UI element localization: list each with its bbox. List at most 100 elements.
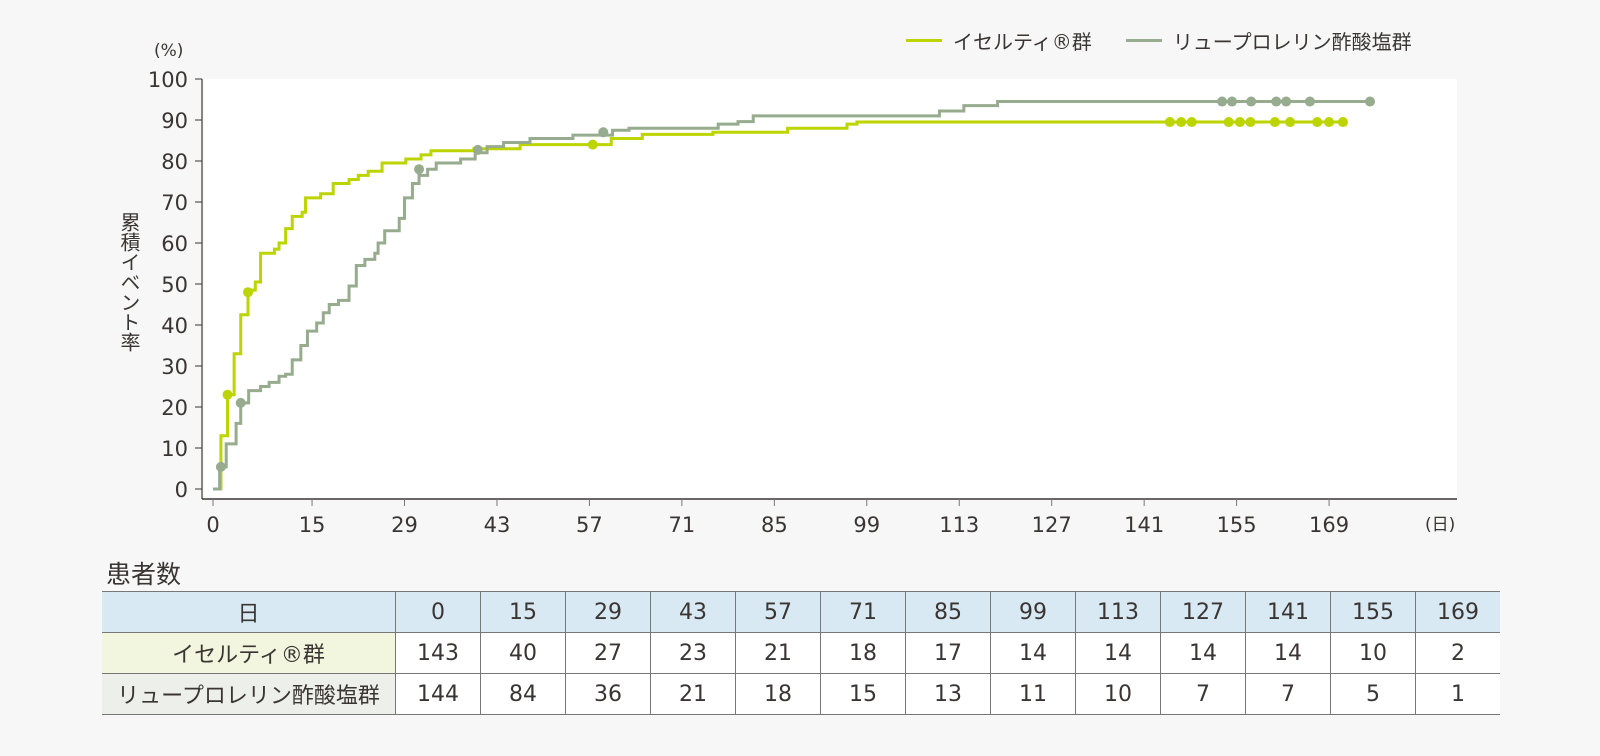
legend-item-leuprorelin: リュープロレリン酢酸塩群 <box>1125 26 1412 55</box>
censor-marker <box>587 139 598 150</box>
table-cell: 14 <box>1075 632 1161 674</box>
censor-marker <box>235 397 246 408</box>
x-tick-label: 155 <box>1217 513 1257 537</box>
x-unit-label: (日) <box>1425 515 1455 535</box>
table-cell: 13 <box>905 673 991 715</box>
censor-marker <box>1245 117 1256 128</box>
y-tick-label: 0 <box>175 478 188 502</box>
header-day-cell: 127 <box>1160 591 1246 633</box>
table-cell: 21 <box>735 632 821 674</box>
table-cell: 15 <box>820 673 906 715</box>
table-cell: 5 <box>1330 673 1416 715</box>
y-unit-label: (%) <box>154 41 183 61</box>
x-tick-label: 141 <box>1124 513 1164 537</box>
table-cell: 14 <box>990 632 1076 674</box>
y-tick-label: 10 <box>161 437 188 461</box>
table-cell: 14 <box>1160 632 1246 674</box>
header-day-cell: 15 <box>480 591 566 633</box>
x-tick-label: 43 <box>484 513 511 537</box>
table-cell: 84 <box>480 673 566 715</box>
censor-marker <box>222 389 233 400</box>
table-cell: 7 <box>1245 673 1331 715</box>
plot-area <box>204 79 1457 499</box>
km-chart: 0 10 20 30 40 50 60 70 80 90 100 0 15 29 43 57 71 85 99 113… <box>148 41 1457 537</box>
header-day-cell: 113 <box>1075 591 1161 633</box>
censor-marker <box>1304 96 1315 107</box>
table-header-row: 日 0 15 29 43 57 71 85 99 113 127 141 155… <box>102 591 1500 633</box>
x-tick-label: 127 <box>1032 513 1072 537</box>
legend-label-iseruti: イセルティ®群 <box>953 30 1092 54</box>
x-tick-label: 0 <box>206 513 219 537</box>
header-day-cell: 141 <box>1245 591 1331 633</box>
x-tick-label: 113 <box>939 513 979 537</box>
x-tick-label: 71 <box>669 513 696 537</box>
table-row-iseruti: イセルティ®群 143 40 27 23 21 18 17 14 14 14 1… <box>102 632 1500 674</box>
patients-at-risk-table: 日 0 15 29 43 57 71 85 99 113 127 141 155… <box>102 591 1500 715</box>
table-cell: 1 <box>1415 673 1500 715</box>
series-lines <box>213 96 1376 491</box>
row-label: イセルティ®群 <box>102 632 396 674</box>
patients-table-title: 患者数 <box>106 560 182 589</box>
censor-marker <box>243 287 254 298</box>
censor-marker <box>1269 117 1280 128</box>
table-cell: 23 <box>650 632 736 674</box>
censor-marker <box>598 127 609 138</box>
header-day-cell: 29 <box>565 591 651 633</box>
series-line-leuprorelin <box>213 100 1371 491</box>
y-tick-label: 30 <box>161 355 188 379</box>
legend-swatch-iseruti <box>906 39 942 42</box>
censor-marker <box>215 461 226 472</box>
censor-marker <box>1246 96 1257 107</box>
legend-label-leuprorelin: リュープロレリン酢酸塩群 <box>1172 30 1412 54</box>
table-cell: 144 <box>395 673 481 715</box>
header-day-cell: 155 <box>1330 591 1416 633</box>
censor-marker <box>1226 96 1237 107</box>
table-cell: 7 <box>1160 673 1246 715</box>
censor-marker <box>1164 117 1175 128</box>
table-cell: 2 <box>1415 632 1500 674</box>
y-axis-label: 累積イベント率 <box>117 212 141 352</box>
y-tick-label: 40 <box>161 314 188 338</box>
table-cell: 40 <box>480 632 566 674</box>
censor-marker <box>1365 96 1376 107</box>
header-day-cell: 169 <box>1415 591 1500 633</box>
table-cell: 18 <box>735 673 821 715</box>
censor-marker <box>1271 96 1282 107</box>
table-cell: 18 <box>820 632 906 674</box>
censor-marker <box>1234 117 1245 128</box>
censor-marker <box>1312 117 1323 128</box>
legend-item-iseruti: イセルティ®群 <box>906 26 1092 55</box>
x-tick-label: 85 <box>761 513 788 537</box>
x-tick-label: 15 <box>299 513 326 537</box>
censor-marker <box>1324 117 1335 128</box>
y-tick-label: 100 <box>148 68 188 92</box>
x-tick-label: 29 <box>391 513 418 537</box>
header-day-cell: 85 <box>905 591 991 633</box>
table-cell: 21 <box>650 673 736 715</box>
censor-marker <box>1217 96 1228 107</box>
censor-marker <box>472 144 483 155</box>
y-tick-label: 50 <box>161 273 188 297</box>
y-tick-label: 80 <box>161 150 188 174</box>
table-row-leuprorelin: リュープロレリン酢酸塩群 144 84 36 21 18 15 13 11 10… <box>102 673 1500 715</box>
table-cell: 143 <box>395 632 481 674</box>
header-day-cell: 71 <box>820 591 906 633</box>
censor-marker <box>1186 117 1197 128</box>
header-day-label: 日 <box>102 591 396 633</box>
table-cell: 27 <box>565 632 651 674</box>
y-tick-label: 70 <box>161 191 188 215</box>
censor-marker <box>414 164 425 175</box>
censor-marker <box>1176 117 1187 128</box>
axes: 0 10 20 30 40 50 60 70 80 90 100 0 15 29 43 57 71 85 99 113… <box>148 68 1457 537</box>
x-tick-label: 169 <box>1309 513 1349 537</box>
y-tick-label: 20 <box>161 396 188 420</box>
table-cell: 10 <box>1330 632 1416 674</box>
legend: イセルティ®群 リュープロレリン酢酸塩群 <box>906 26 1446 55</box>
censor-marker <box>1337 117 1348 128</box>
legend-swatch-leuprorelin <box>1125 39 1162 42</box>
censor-marker <box>1223 117 1234 128</box>
censor-marker <box>1281 96 1292 107</box>
table-cell: 17 <box>905 632 991 674</box>
header-day-cell: 0 <box>395 591 481 633</box>
table-cell: 10 <box>1075 673 1161 715</box>
